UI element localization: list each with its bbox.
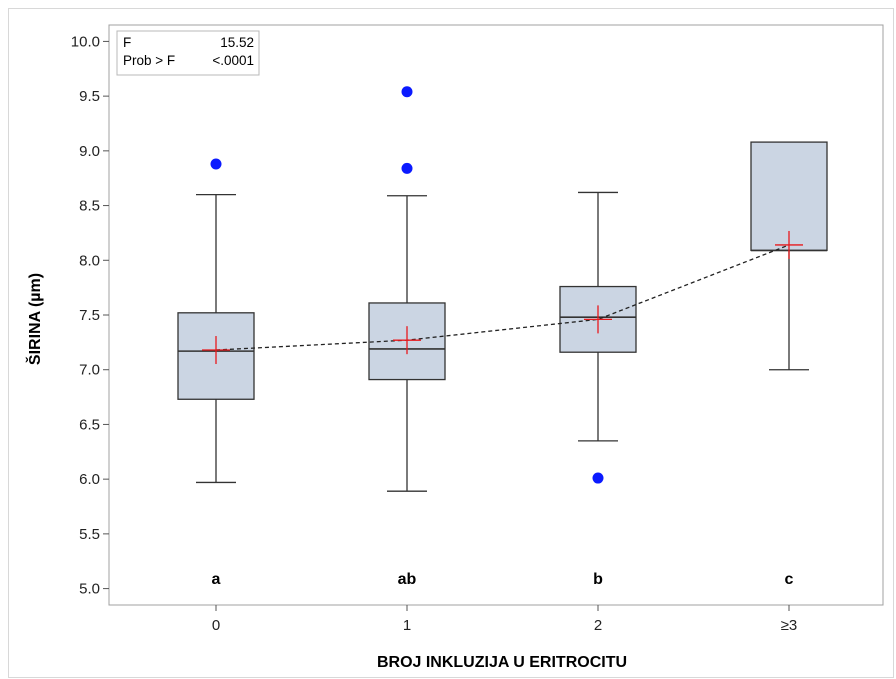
mean-marker xyxy=(775,230,803,259)
group-letter: a xyxy=(212,571,221,588)
y-tick-label: 8.5 xyxy=(79,198,100,215)
stat-value: 15.52 xyxy=(220,35,254,50)
axes: 5.0 5.5 6.0 6.5 7.0 7.5 8.0 8.5 9.0 9.5 10.0 0 1 2 ≥3 xyxy=(71,24,884,634)
x-tick-label: ≥3 xyxy=(781,617,798,634)
stat-label: F xyxy=(123,35,131,50)
y-tick-label: 6.5 xyxy=(79,416,100,433)
group-letter: ab xyxy=(398,571,417,588)
mean-connect-line xyxy=(215,244,790,351)
stats-inset-box xyxy=(116,30,260,76)
x-axis-title: BROJ INKLUZIJA U ERITROCITU xyxy=(377,654,627,671)
x-tick-label: 1 xyxy=(403,617,411,634)
mean-marker xyxy=(584,305,612,334)
outlier-point xyxy=(401,162,413,174)
box-iqr xyxy=(559,285,637,353)
stat-label: Prob > F xyxy=(123,53,175,68)
group-letter: c xyxy=(785,571,794,588)
group-letters: a ab b c xyxy=(212,571,794,588)
outlier-point xyxy=(210,158,222,170)
outlier-point xyxy=(401,86,413,98)
y-tick-label: 7.0 xyxy=(79,362,100,379)
mean-marker xyxy=(202,336,230,365)
stats-inset: F 15.52 Prob > F <.0001 xyxy=(116,30,260,76)
chart-frame xyxy=(8,8,894,678)
outliers xyxy=(210,86,604,484)
y-tick-label: 9.0 xyxy=(79,143,100,160)
y-tick-label: 5.0 xyxy=(79,581,100,598)
group-letter: b xyxy=(593,571,603,588)
box-group-2 xyxy=(559,191,637,442)
stat-value: <.0001 xyxy=(212,53,254,68)
mean-marker xyxy=(393,326,421,355)
y-tick-label: 10.0 xyxy=(71,33,100,50)
outlier-point xyxy=(592,472,604,484)
y-tick-label: 7.5 xyxy=(79,307,100,324)
y-axis-title: ŠIRINA (µm) xyxy=(25,273,44,365)
x-tick-label: 2 xyxy=(594,617,602,634)
y-tick-label: 9.5 xyxy=(79,88,100,105)
boxes xyxy=(177,141,828,492)
y-tick-label: 8.0 xyxy=(79,252,100,269)
y-tick-label: 6.0 xyxy=(79,471,100,488)
x-tick-label: 0 xyxy=(212,617,220,634)
y-tick-label: 5.5 xyxy=(79,526,100,543)
mean-markers xyxy=(202,230,803,365)
